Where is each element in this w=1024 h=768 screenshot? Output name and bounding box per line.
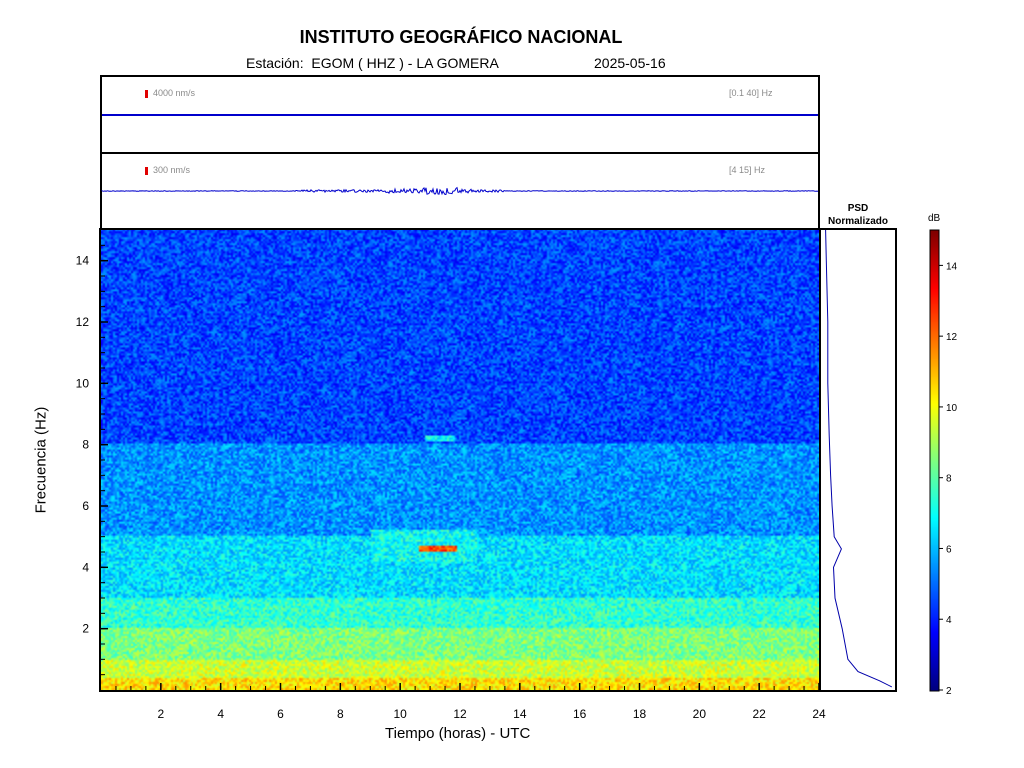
psd-title: PSD Normalizado [820, 202, 896, 228]
x-tick-label: 2 [157, 707, 164, 721]
y-axis: 2 4 6 8 10 12 14 [76, 244, 108, 676]
amplitude-scale-bar [145, 90, 148, 98]
psd-title-line1: PSD [847, 203, 869, 214]
colorbar-gradient [930, 230, 939, 691]
colorbar-tick-label: 6 [946, 544, 952, 555]
y-tick-label: 8 [82, 438, 89, 452]
date-label: 2025-05-16 [594, 55, 666, 71]
y-axis-label: Frecuencia (Hz) [32, 406, 50, 514]
x-tick-label: 20 [693, 707, 707, 721]
y-tick-label: 2 [82, 622, 89, 636]
colorbar-ticks: 2 4 6 8 10 12 14 [939, 261, 958, 697]
colorbar-tick-label: 14 [946, 261, 958, 272]
x-tick-label: 16 [573, 707, 587, 721]
y-tick-label: 10 [76, 376, 90, 390]
x-axis: 2 4 6 8 10 12 14 16 18 20 22 24 [115, 683, 826, 721]
x-tick-label: 18 [633, 707, 647, 721]
y-tick-label: 4 [82, 560, 89, 574]
psd-title-line2: Normalizado [827, 216, 888, 227]
colorbar-frame [929, 229, 940, 692]
spectrogram-heatmap [101, 229, 819, 690]
y-tick-label: 12 [76, 315, 90, 329]
y-tick-label: 14 [76, 254, 90, 268]
colorbar-tick-label: 12 [946, 332, 958, 343]
seismogram-traces [101, 114, 819, 196]
colorbar-tick-label: 4 [946, 615, 952, 626]
band-label: [0.1 40] Hz [729, 88, 773, 98]
x-tick-label: 24 [812, 707, 826, 721]
x-tick-label: 4 [217, 707, 224, 721]
chart-title: INSTITUTO GEOGRÁFICO NACIONAL [299, 27, 623, 47]
colorbar-label: dB [928, 213, 941, 224]
x-tick-label: 12 [453, 707, 467, 721]
colorbar-tick-label: 10 [946, 403, 958, 414]
seismogram-trace-filtered [101, 186, 819, 196]
station-label: Estación: EGOM ( HHZ ) - LA GOMERA [246, 55, 499, 71]
amplitude-label: 4000 nm/s [153, 88, 196, 98]
psd-curve [825, 229, 893, 688]
x-tick-label: 8 [337, 707, 344, 721]
x-tick-label: 14 [513, 707, 527, 721]
amplitude-label: 300 nm/s [153, 165, 191, 175]
colorbar-tick-label: 8 [946, 474, 952, 485]
x-tick-label: 6 [277, 707, 284, 721]
x-axis-label: Tiempo (horas) - UTC [385, 725, 531, 742]
band-label: [4 15] Hz [729, 165, 766, 175]
y-tick-label: 6 [82, 499, 89, 513]
x-tick-label: 22 [752, 707, 766, 721]
x-tick-label: 10 [393, 707, 407, 721]
psd-frame [819, 228, 897, 692]
amplitude-scale-bar [145, 167, 148, 175]
colorbar-tick-label: 2 [946, 686, 952, 697]
